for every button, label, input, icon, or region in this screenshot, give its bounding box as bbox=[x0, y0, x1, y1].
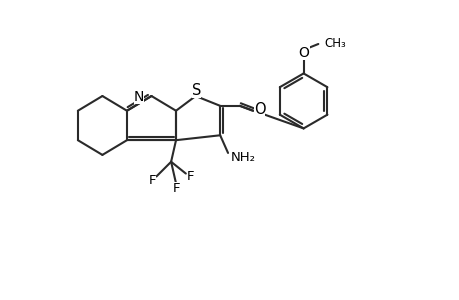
Text: F: F bbox=[172, 182, 179, 195]
Text: O: O bbox=[253, 102, 265, 117]
Text: F: F bbox=[148, 174, 156, 187]
Text: N: N bbox=[134, 89, 144, 103]
Text: S: S bbox=[191, 83, 201, 98]
Text: O: O bbox=[298, 46, 309, 60]
Text: NH₂: NH₂ bbox=[230, 152, 255, 164]
Text: CH₃: CH₃ bbox=[324, 37, 345, 50]
Text: F: F bbox=[187, 170, 194, 183]
